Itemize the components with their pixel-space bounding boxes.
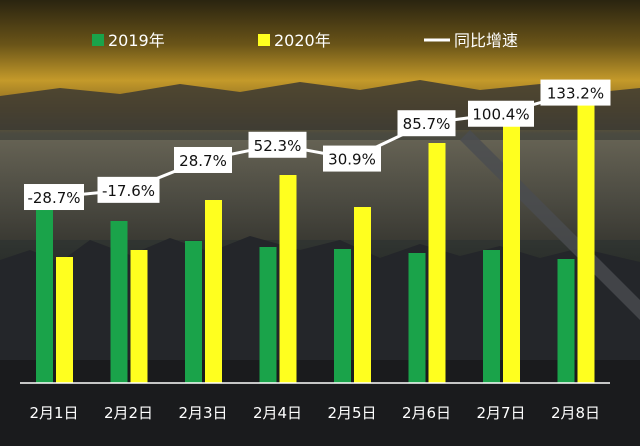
x-tick-label-8: 2月8日 (551, 404, 600, 422)
bar-layer (36, 93, 595, 383)
growth-rate-series: -28.7% -17.6% 28.7% 52.3% 30.9% 85.7% 100.4% 13… (24, 79, 611, 211)
bar-series1-1 (36, 206, 53, 383)
bar-series2-7 (503, 117, 520, 383)
bar-series1-5 (334, 249, 351, 383)
growth-label-box-6 (397, 110, 456, 137)
bar-series1-3 (185, 241, 202, 383)
growth-label-box-1 (24, 184, 84, 211)
legend-label-growth: 同比增速 (454, 31, 518, 50)
bar-series1-8 (557, 259, 575, 383)
growth-label-4: 52.3% (254, 137, 302, 155)
growth-label-box-4 (248, 131, 307, 158)
growth-label-box-2 (97, 176, 160, 203)
growth-label-8: 133.2% (547, 85, 604, 103)
bar-series2-8 (577, 93, 595, 383)
x-tick-label-7: 2月7日 (476, 404, 525, 422)
growth-label-box-8 (540, 79, 611, 106)
bar-series2-3 (205, 200, 222, 383)
growth-label-box-3 (174, 146, 232, 173)
growth-label-1: -28.7% (27, 189, 80, 207)
bar-series1-2 (110, 221, 128, 383)
ground-shadow (0, 360, 640, 446)
legend-label-2: 2020年 (274, 31, 331, 50)
x-tick-label-4: 2月4日 (253, 404, 302, 422)
chart-legend: 2019年 2020年 同比增速 (92, 31, 518, 50)
bar-series1-4 (259, 247, 277, 383)
growth-label-7: 100.4% (472, 106, 529, 124)
x-tick-label-2: 2月2日 (104, 404, 153, 422)
legend-swatch-1 (92, 34, 104, 46)
bar-series2-6 (428, 143, 446, 383)
bar-series2-1 (56, 257, 73, 383)
growth-label-2: -17.6% (102, 182, 155, 200)
legend-label-1: 2019年 (108, 31, 165, 50)
legend-swatch-2 (258, 34, 270, 46)
growth-label-6: 85.7% (403, 115, 451, 133)
bar-series1-7 (483, 250, 500, 383)
bar-series2-5 (354, 207, 371, 383)
x-tick-label-3: 2月3日 (178, 404, 227, 422)
growth-label-box-7 (468, 100, 534, 127)
bar-series1-6 (408, 253, 426, 383)
x-axis-tick-labels: 2月1日 2月2日 2月3日 2月4日 2月5日 2月6日 2月7日 2月8日 (29, 404, 600, 422)
x-tick-label-1: 2月1日 (29, 404, 78, 422)
bar-series2-4 (279, 175, 297, 383)
bar-series2-2 (130, 250, 148, 383)
x-tick-label-6: 2月6日 (402, 404, 451, 422)
growth-label-box-5 (323, 145, 381, 172)
x-tick-label-5: 2月5日 (327, 404, 376, 422)
growth-label-5: 30.9% (328, 151, 376, 169)
growth-label-3: 28.7% (179, 152, 227, 170)
